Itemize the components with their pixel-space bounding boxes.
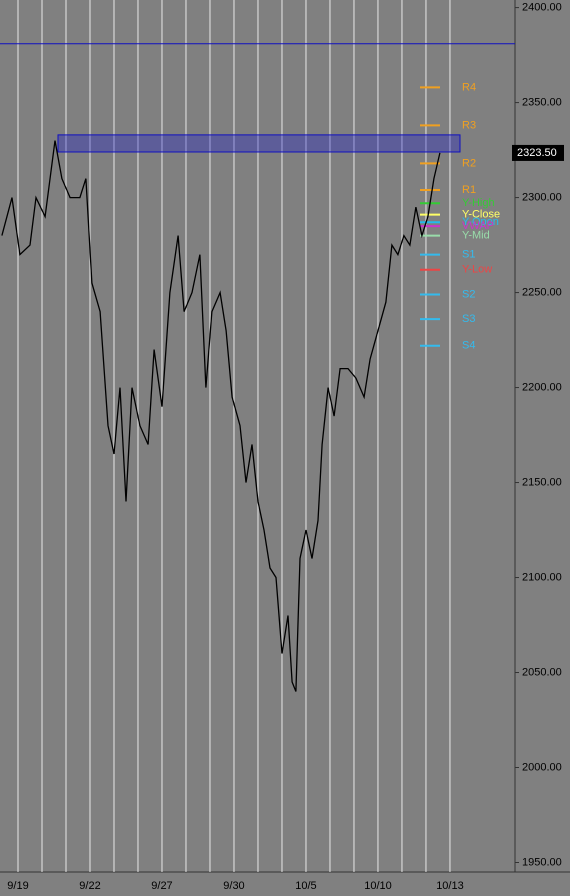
pivot-label: Y-Close bbox=[462, 209, 500, 221]
last-price-label: 2323.50 bbox=[517, 147, 557, 159]
pivot-label: S1 bbox=[462, 248, 475, 260]
pivot-label: S3 bbox=[462, 313, 475, 325]
zone bbox=[57, 134, 461, 153]
y-tick-label: 2150.00 bbox=[522, 476, 562, 488]
pivot-label: Y-High bbox=[462, 197, 495, 209]
x-tick-label: 9/27 bbox=[151, 880, 172, 892]
y-tick-label: 2400.00 bbox=[522, 2, 562, 14]
y-tick-label: 2250.00 bbox=[522, 286, 562, 298]
pivot-label: R4 bbox=[462, 81, 476, 93]
last-price-box bbox=[512, 144, 564, 161]
pivot-label: Y-Open bbox=[462, 216, 499, 228]
x-tick-label: 9/19 bbox=[7, 880, 28, 892]
pivot-label: VWAP bbox=[462, 220, 494, 232]
y-tick-label: 1950.00 bbox=[522, 856, 562, 868]
y-tick-label: 2300.00 bbox=[522, 191, 562, 203]
price-line bbox=[1, 140, 441, 692]
pivot-label: Y-Mid bbox=[462, 229, 490, 241]
y-tick-label: 2350.00 bbox=[522, 96, 562, 108]
y-tick-label: 2200.00 bbox=[522, 381, 562, 393]
pivot-label: R1 bbox=[462, 184, 476, 196]
pivot-label: R3 bbox=[462, 119, 476, 131]
y-tick-label: 2050.00 bbox=[522, 666, 562, 678]
pivot-label: Y-Low bbox=[462, 264, 492, 276]
x-tick-label: 10/13 bbox=[436, 880, 464, 892]
pivot-label: S4 bbox=[462, 340, 475, 352]
x-tick-label: 9/22 bbox=[79, 880, 100, 892]
x-tick-label: 9/30 bbox=[223, 880, 244, 892]
pivot-label: R2 bbox=[462, 157, 476, 169]
y-tick-label: 2000.00 bbox=[522, 761, 562, 773]
y-tick-label: 2100.00 bbox=[522, 571, 562, 583]
x-tick-label: 10/5 bbox=[295, 880, 316, 892]
x-tick-label: 10/10 bbox=[364, 880, 392, 892]
pivot-label: S2 bbox=[462, 288, 475, 300]
